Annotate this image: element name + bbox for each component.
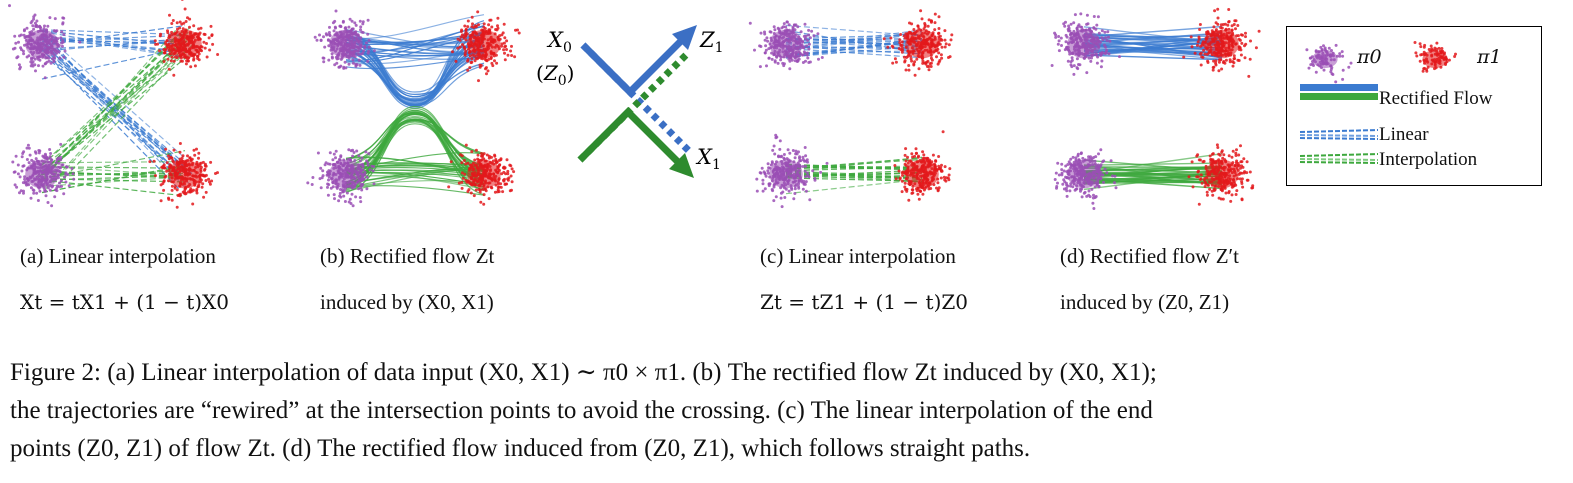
subcaption-d-formula: induced by (Z0, Z1) xyxy=(1060,290,1230,314)
subcaption-a-formula: Xt = tX1 + (1 − t)X0 xyxy=(20,290,230,314)
subcaption-d-label: (d) Rectified flow Z′t xyxy=(1060,244,1239,268)
label-x1: X1 xyxy=(695,145,721,173)
pi0-cloud-top xyxy=(8,4,82,80)
blue-arrow xyxy=(580,36,686,97)
label-x0: X0 xyxy=(546,28,572,56)
pi0-cloud-top xyxy=(313,9,376,70)
pi0-cloud-bottom xyxy=(755,133,829,209)
legend-pi0-cloud xyxy=(1305,43,1353,84)
green-arrowhead xyxy=(669,153,694,178)
label-z0: (Z0) xyxy=(536,61,574,89)
rectified-flow-swatch xyxy=(1300,84,1378,100)
figure-2-graphic: X0 (Z0) Z1 X1 xyxy=(8,0,1261,210)
figure-caption: Figure 2: (a) Linear interpolation of da… xyxy=(10,354,1565,468)
subcaption-b-formula: induced by (X0, X1) xyxy=(320,290,494,314)
legend-interpolation-label: Interpolation xyxy=(1379,149,1478,170)
caption-line-1: Figure 2: (a) Linear interpolation of da… xyxy=(10,359,1157,386)
subcaption-b-label: (b) Rectified flow Zt xyxy=(320,244,495,268)
pi1-cloud-bottom xyxy=(1187,143,1255,206)
blue-arrowhead xyxy=(672,25,697,50)
legend-rectified-flow-label: Rectified Flow xyxy=(1379,88,1493,109)
subcaption-c-label: (c) Linear interpolation xyxy=(760,244,956,268)
legend-swatches xyxy=(1299,41,1457,164)
legend-pi0-label: π0 xyxy=(1357,46,1382,68)
panel-b-rectified-flow-plot xyxy=(306,9,521,208)
pi0-cloud-top xyxy=(1050,12,1121,76)
pi0-swatch xyxy=(1305,43,1353,84)
green-cross-lines xyxy=(35,26,194,191)
pi1-cloud-bottom xyxy=(893,130,952,202)
label-z1: Z1 xyxy=(699,28,724,56)
green-arrow xyxy=(577,107,683,167)
pi1-cloud-top xyxy=(451,10,521,83)
panel-a-linear-interpolation-plot xyxy=(8,0,220,209)
panel-d-rectified-flow-plot xyxy=(1050,7,1261,210)
legend-pi1-label: π1 xyxy=(1477,46,1502,68)
linear-interpolation-swatch xyxy=(1299,129,1379,164)
legend-box: π0 π1 Rectified Flow Linear Interpolatio… xyxy=(1286,26,1542,186)
pi1-cloud-top xyxy=(1182,7,1261,78)
pi0-cloud-top xyxy=(748,20,824,71)
pi1-cloud-top xyxy=(153,0,220,77)
panel-c-linear-interpolation-plot xyxy=(748,9,954,209)
subcaption-c-formula: Zt = tZ1 + (1 − t)Z0 xyxy=(760,290,968,314)
pi1-cloud-bottom xyxy=(148,142,219,209)
subcaption-a-label: (a) Linear interpolation xyxy=(20,244,216,268)
pi1-cloud-bottom xyxy=(447,143,516,206)
caption-line-3: points (Z0, Z1) of flow Zt. (d) The rect… xyxy=(10,435,1031,462)
legend-pi1-cloud xyxy=(1413,41,1457,73)
pi1-cloud-top xyxy=(882,9,954,77)
caption-line-2: the trajectories are “rewired” at the in… xyxy=(10,397,1153,424)
pi0-cloud-bottom xyxy=(11,142,76,208)
pi0-cloud-bottom xyxy=(1053,148,1118,210)
crossing-arrows-diagram: X0 (Z0) Z1 X1 xyxy=(536,25,724,178)
legend-linear-label: Linear xyxy=(1379,124,1429,145)
pi0-cloud-bottom xyxy=(306,148,376,208)
pi1-swatch xyxy=(1413,41,1457,73)
